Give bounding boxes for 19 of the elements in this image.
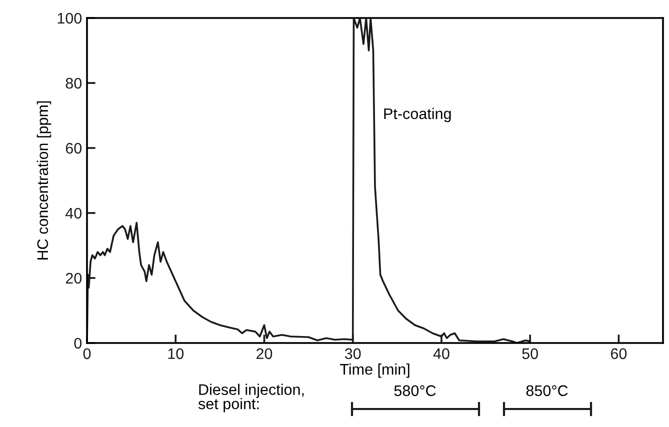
x-tick-label: 40: [433, 348, 450, 360]
x-tick-label: 60: [610, 348, 627, 360]
text: 580°C: [394, 385, 436, 396]
annotation: Pt-coating: [384, 108, 451, 122]
x-tick-label: 30: [344, 348, 361, 360]
x-tick-label: 0: [83, 348, 91, 360]
y-tick-label: 60: [66, 142, 82, 154]
y-tick-label: 40: [66, 208, 82, 219]
text: Diesel injection, set point:: [198, 384, 304, 412]
y-axis-title: HC concentration [ppm]: [36, 101, 52, 260]
y-tick-label: 80: [66, 78, 82, 89]
x-tick-label: 10: [168, 348, 184, 360]
y-tick-label: 100: [58, 12, 82, 24]
x-tick-label: 20: [256, 348, 272, 360]
x-axis-title: Time [min]: [340, 363, 410, 378]
y-tick-label: 0: [74, 338, 82, 349]
text: 850°C: [526, 385, 568, 396]
x-tick-label: 50: [522, 348, 538, 360]
y-tick-label: 20: [66, 272, 82, 284]
